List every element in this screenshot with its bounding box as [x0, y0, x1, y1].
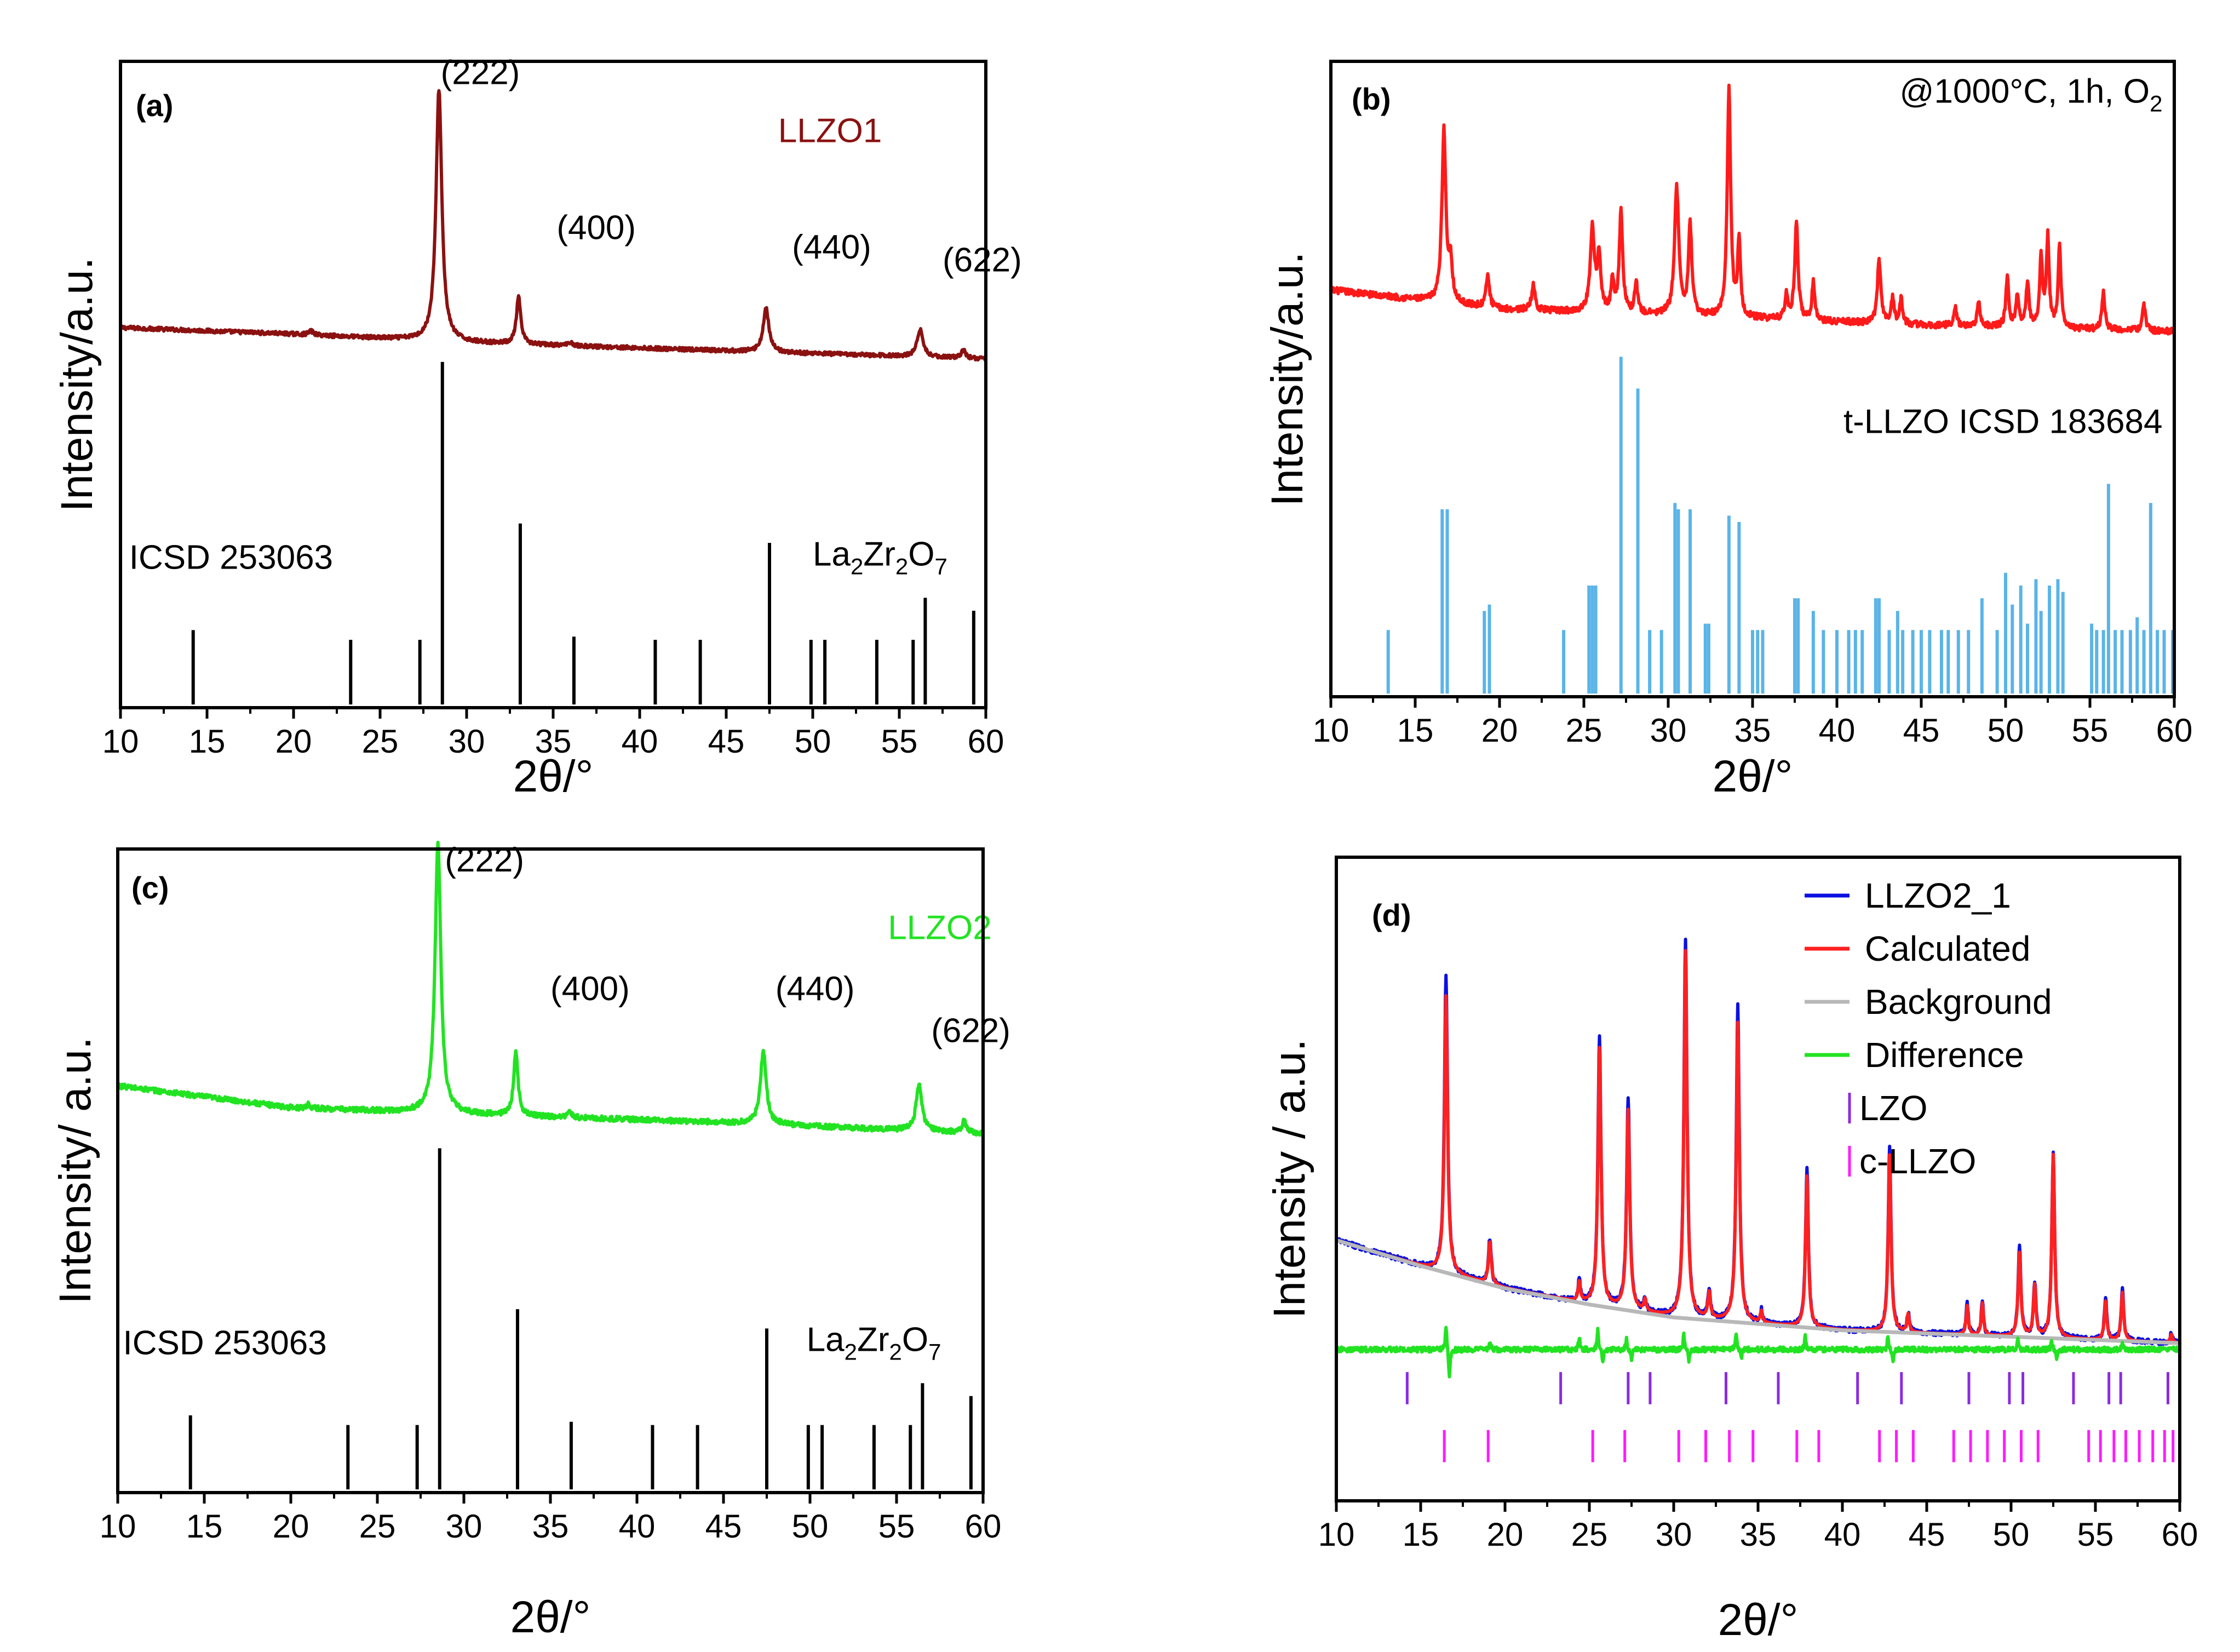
x-tick-label-c: 25: [359, 1508, 396, 1545]
x-tick-label-d: 25: [1571, 1516, 1608, 1553]
plot-layer-b: t-LLZO ICSD 183684 @1000°C, 1h, O2​ 10 15 20…: [1313, 60, 2193, 749]
panel-b: (b) t-LLZO ICSD 183684 @1000°C, 1h, O2​ 10…: [1262, 60, 2193, 801]
series-label-a: LLZO1: [778, 112, 882, 150]
plot-layer-a: LLZO1 (222) (400) (440) (622) ICSD 253063 La2​…: [102, 54, 1022, 760]
legend-label: c-LLZO: [1859, 1142, 1976, 1181]
x-tick-label-b: 55: [2072, 712, 2109, 749]
x-tick-label-b: 60: [2156, 712, 2193, 749]
x-axis-title-a: 2θ/°: [513, 752, 594, 801]
x-tick-label-d: 30: [1656, 1516, 1692, 1553]
annotation-c: (440): [776, 970, 855, 1008]
annotation-c: ICSD 253063: [123, 1324, 326, 1362]
formula-label-c: La2​Zr2​O7​: [807, 1321, 941, 1365]
legend-d: LLZO2_1 Calculated Background Difference LZO…: [1805, 876, 2052, 1181]
formula-label-b: @1000°C, 1h, O2​: [1900, 72, 2163, 116]
panel-label-d: (d): [1372, 898, 1411, 932]
x-tick-label-d: 50: [1993, 1516, 2030, 1553]
x-tick-label-d: 60: [2162, 1516, 2198, 1553]
x-tick-label-d: 55: [2077, 1516, 2114, 1553]
annotation-a: (622): [943, 242, 1022, 279]
panel-a: (a) LLZO1 (222) (400) (440) (622) ICSD 253063…: [52, 54, 1022, 801]
x-tick-label-a: 25: [362, 723, 399, 760]
x-tick-label-a: 20: [275, 723, 312, 760]
x-tick-label-d: 10: [1318, 1516, 1355, 1553]
x-tick-label-a: 10: [102, 723, 139, 760]
x-tick-label-a: 30: [449, 723, 485, 760]
x-tick-label-a: 60: [968, 723, 1004, 760]
panel-label-a: (a): [136, 88, 173, 123]
series-label-c: LLZO2: [888, 909, 992, 947]
x-tick-label-b: 45: [1903, 712, 1940, 749]
legend-label: LLZO2_1: [1865, 876, 2011, 915]
x-axis-title-b: 2θ/°: [1713, 752, 1793, 801]
series-llzo2-line-c: [116, 840, 985, 1137]
x-tick-label-c: 15: [186, 1508, 223, 1545]
annotation-b: t-LLZO ICSD 183684: [1843, 403, 2162, 441]
legend-label: Background: [1865, 982, 2052, 1022]
y-axis-title-a: Intensity/a.u.: [52, 257, 102, 512]
x-tick-label-c: 55: [878, 1508, 915, 1545]
annotation-c: (400): [550, 970, 630, 1008]
panel-label-c: (c): [131, 870, 169, 905]
x-tick-label-c: 35: [532, 1508, 569, 1545]
annotation-c: (622): [931, 1012, 1010, 1050]
x-tick-label-b: 40: [1819, 712, 1856, 749]
legend-label: Difference: [1865, 1035, 2024, 1075]
x-tick-label-c: 50: [792, 1508, 829, 1545]
y-axis-title-b: Intensity/a.u.: [1262, 252, 1312, 507]
x-tick-label-d: 35: [1740, 1516, 1777, 1553]
x-tick-label-c: 10: [100, 1508, 136, 1545]
series--1000-c-1h-o2-line-b: [1329, 83, 2176, 336]
x-tick-label-c: 30: [446, 1508, 483, 1545]
x-tick-label-a: 45: [708, 723, 745, 760]
annotation-a: ICSD 253063: [129, 538, 333, 576]
x-axis-title-c: 2θ/°: [510, 1592, 591, 1642]
x-tick-label-a: 40: [622, 723, 658, 760]
annotation-c: (222): [445, 841, 524, 879]
legend-label: LZO: [1859, 1088, 1927, 1128]
x-tick-label-c: 45: [705, 1508, 742, 1545]
x-tick-label-a: 15: [189, 723, 226, 760]
x-tick-label-a: 35: [535, 723, 572, 760]
annotation-a: (440): [792, 228, 871, 266]
plot-layer-c: LLZO2 (222) (400) (440) (622) ICSD 253063 La2​…: [100, 840, 1010, 1545]
x-tick-label-d: 20: [1487, 1516, 1524, 1553]
x-tick-label-d: 40: [1824, 1516, 1861, 1553]
series-difference-line-d: [1335, 1326, 2181, 1379]
panel-d: (d) 10 15 20 25 30 35 40 45 50 55 60 2θ/° Intensit…: [1265, 856, 2198, 1645]
x-tick-label-b: 25: [1566, 712, 1603, 749]
plot-layer-d: 10 15 20 25 30 35 40 45 50 55 60: [1318, 856, 2198, 1553]
series-llzo1-line-a: [119, 89, 987, 362]
x-tick-label-c: 20: [273, 1508, 309, 1545]
series-background-line-d: [1335, 1238, 2181, 1345]
formula-label-a: La2​Zr2​O7​: [813, 535, 947, 579]
y-axis-title-c: Intensity/ a.u.: [50, 1037, 100, 1304]
x-tick-label-c: 60: [965, 1508, 1002, 1545]
x-tick-label-a: 55: [881, 723, 918, 760]
panel-label-b: (b): [1352, 82, 1391, 116]
x-tick-label-b: 20: [1481, 712, 1518, 749]
x-axis-title-d: 2θ/°: [1718, 1595, 1799, 1645]
x-tick-label-b: 50: [1988, 712, 2024, 749]
x-tick-label-d: 15: [1403, 1516, 1439, 1553]
annotation-a: (222): [441, 54, 520, 91]
y-axis-title-d: Intensity / a.u.: [1265, 1039, 1314, 1319]
x-tick-label-b: 30: [1650, 712, 1687, 749]
x-tick-label-d: 45: [1909, 1516, 1945, 1553]
x-tick-label-b: 10: [1313, 712, 1349, 749]
annotation-a: (400): [556, 209, 636, 247]
x-tick-label-a: 50: [795, 723, 831, 760]
x-tick-label-b: 35: [1734, 712, 1771, 749]
legend-label: Calculated: [1865, 929, 2030, 968]
x-tick-label-c: 40: [619, 1508, 656, 1545]
panel-c: (c) LLZO2 (222) (400) (440) (622) ICSD 253063…: [50, 840, 1010, 1642]
x-tick-label-b: 15: [1397, 712, 1434, 749]
